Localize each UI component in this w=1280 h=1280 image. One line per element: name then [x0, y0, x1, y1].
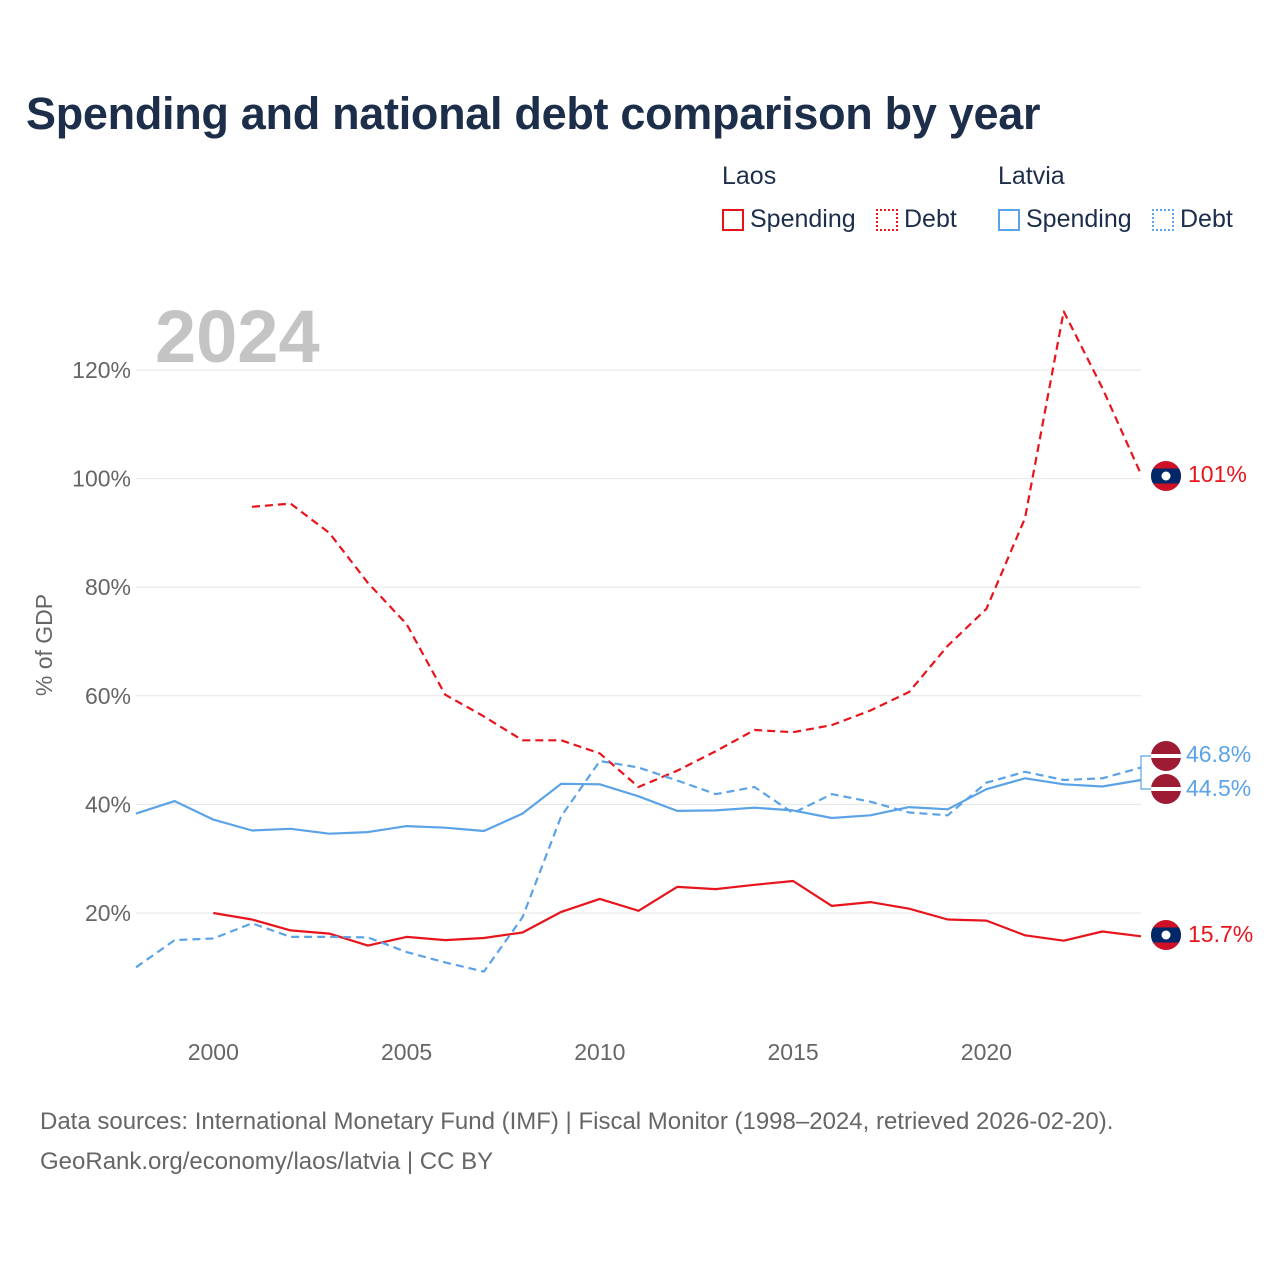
x-tick-label: 2020	[961, 1039, 1012, 1065]
y-tick-label: 20%	[85, 900, 131, 926]
latvia-flag-icon	[1151, 741, 1181, 771]
legend-label: Debt	[1180, 205, 1233, 233]
legend-group-latvia: Latvia	[998, 162, 1065, 190]
legend-group-laos: Laos	[722, 162, 777, 190]
legend-latvia-debt[interactable]: Debt	[1152, 205, 1233, 234]
y-tick-label: 40%	[85, 791, 131, 817]
legend-label: Spending	[750, 205, 856, 233]
end-label-laos-spending: 15.7%	[1188, 921, 1253, 947]
series-line-latvia-debt[interactable]	[135, 759, 1142, 973]
year-watermark: 2024	[155, 295, 320, 378]
legend-swatch-dotted-icon	[1152, 209, 1174, 231]
end-label-laos-debt: 101%	[1188, 461, 1247, 487]
legend-label: Debt	[904, 205, 957, 233]
x-tick-label: 2000	[188, 1039, 239, 1065]
y-tick-label: 120%	[72, 357, 131, 383]
chart-title: Spending and national debt comparison by…	[26, 88, 1041, 139]
series-line-latvia-spending[interactable]	[135, 777, 1142, 835]
series-line-laos-spending[interactable]	[213, 879, 1142, 947]
x-tick-label: 2005	[381, 1039, 432, 1065]
y-tick-label: 60%	[85, 683, 131, 709]
legend-swatch-solid-icon	[722, 209, 744, 231]
footer-attribution: GeoRank.org/economy/laos/latvia | CC BY	[40, 1148, 494, 1175]
series-line-laos-debt[interactable]	[251, 310, 1143, 789]
x-tick-label: 2015	[768, 1039, 819, 1065]
legend-swatch-dotted-icon	[876, 209, 898, 231]
laos-flag-icon	[1151, 461, 1181, 491]
end-label-latvia-debt: 46.8%	[1186, 741, 1251, 767]
latvia-label-leader	[1140, 755, 1151, 790]
y-axis-label: % of GDP	[31, 594, 57, 696]
legend-label: Spending	[1026, 205, 1132, 233]
latvia-flag-icon	[1151, 774, 1181, 804]
legend-swatch-solid-icon	[998, 209, 1020, 231]
x-tick-label: 2010	[574, 1039, 625, 1065]
y-tick-label: 100%	[72, 466, 131, 492]
y-tick-label: 80%	[85, 574, 131, 600]
legend-laos-spending[interactable]: Spending	[722, 205, 856, 234]
footer-sources: Data sources: International Monetary Fun…	[40, 1108, 1114, 1135]
legend-latvia-spending[interactable]: Spending	[998, 205, 1132, 234]
laos-flag-icon	[1151, 920, 1181, 950]
legend-laos-debt[interactable]: Debt	[876, 205, 957, 234]
end-label-latvia-spending: 44.5%	[1186, 775, 1251, 801]
